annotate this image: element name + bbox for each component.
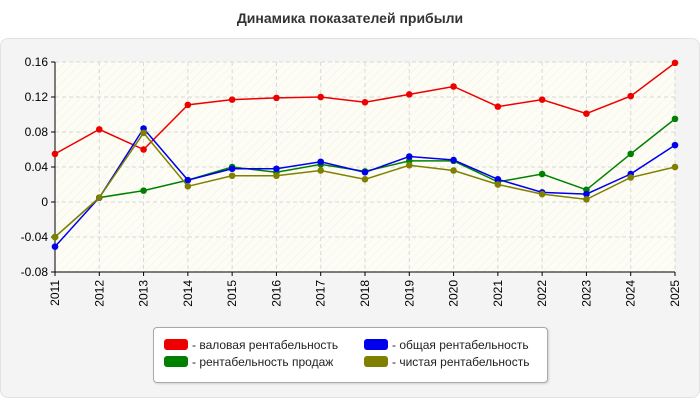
series-point-0 <box>184 101 192 109</box>
series-point-0 <box>95 126 103 133</box>
series-point-0 <box>228 96 236 103</box>
series-point-1 <box>361 168 369 176</box>
series-point-0 <box>450 83 457 90</box>
legend-label-total: - общая рентабельность <box>392 338 529 352</box>
series-point-1 <box>583 190 590 198</box>
x-tick-label: 2011 <box>48 280 62 306</box>
x-tick-label: 2013 <box>137 280 151 307</box>
series-point-0 <box>317 93 325 101</box>
series-point-3 <box>494 181 502 188</box>
series-point-2 <box>671 115 679 123</box>
series-point-1 <box>450 156 457 164</box>
legend-item-gross: - валовая рентабельность <box>164 337 338 353</box>
y-tick-label: 0.12 <box>25 90 49 104</box>
series-point-1 <box>317 158 325 166</box>
series-point-0 <box>361 98 369 106</box>
series-point-3 <box>627 174 635 181</box>
series-point-3 <box>273 172 280 180</box>
series-point-0 <box>494 103 502 110</box>
series-point-3 <box>184 182 192 190</box>
series-point-1 <box>494 175 502 183</box>
x-tick-label: 2024 <box>624 280 638 307</box>
legend-label-sales: - рентабельность продаж <box>192 355 334 369</box>
series-point-3 <box>583 196 590 203</box>
x-tick-label: 2019 <box>402 280 416 307</box>
y-tick-label: -0.08 <box>21 265 49 279</box>
series-point-3 <box>140 129 147 137</box>
legend-item-total: - общая рентабельность <box>364 337 529 353</box>
y-tick-label: -0.04 <box>21 230 49 244</box>
series-point-0 <box>627 92 635 100</box>
y-tick-label: 0.04 <box>25 160 49 174</box>
series-point-3 <box>405 161 413 169</box>
series-point-3 <box>51 233 59 241</box>
series-point-0 <box>671 59 679 67</box>
series-point-1 <box>184 176 192 184</box>
series-point-0 <box>583 110 590 117</box>
x-tick-label: 2023 <box>579 280 593 307</box>
chart-legend: - валовая рентабельность - общая рентабе… <box>153 327 548 383</box>
series-point-1 <box>51 243 59 250</box>
x-tick-label: 2015 <box>225 280 239 307</box>
series-point-2 <box>627 150 635 158</box>
legend-label-net: - чистая рентабельность <box>392 355 530 369</box>
legend-swatch-total <box>364 339 388 350</box>
legend-swatch-sales <box>164 356 188 367</box>
series-point-3 <box>538 190 546 198</box>
series-point-1 <box>405 153 413 160</box>
series-point-0 <box>405 91 413 98</box>
x-tick-label: 2016 <box>269 280 283 307</box>
legend-swatch-gross <box>164 339 188 350</box>
x-tick-label: 2025 <box>668 280 682 307</box>
series-point-2 <box>140 187 147 194</box>
y-tick-label: 0.08 <box>25 125 49 139</box>
y-tick-label: 0 <box>41 195 48 209</box>
y-tick-label: 0.16 <box>25 55 49 69</box>
chart-title: Динамика показателей прибыли <box>236 10 464 26</box>
series-point-3 <box>450 167 457 174</box>
x-tick-label: 2022 <box>535 280 549 307</box>
series-point-3 <box>228 172 236 180</box>
x-tick-label: 2017 <box>314 280 328 307</box>
series-point-0 <box>51 150 59 158</box>
series-point-0 <box>538 96 546 103</box>
x-tick-label: 2014 <box>181 280 195 307</box>
series-point-2 <box>538 170 546 178</box>
series-point-3 <box>95 194 103 201</box>
legend-swatch-net <box>364 356 388 367</box>
x-tick-label: 2012 <box>92 280 106 307</box>
legend-item-sales: - рентабельность продаж <box>164 354 333 370</box>
legend-item-net: - чистая рентабельность <box>364 354 529 370</box>
x-tick-label: 2018 <box>358 280 372 307</box>
series-point-0 <box>140 146 147 153</box>
x-tick-label: 2020 <box>447 280 461 307</box>
series-point-3 <box>317 167 325 174</box>
series-point-1 <box>671 141 679 149</box>
series-point-3 <box>671 163 679 171</box>
x-tick-label: 2021 <box>491 280 505 307</box>
legend-label-gross: - валовая рентабельность <box>192 338 339 352</box>
series-point-1 <box>228 165 236 173</box>
series-point-0 <box>273 94 280 102</box>
series-point-1 <box>273 165 280 173</box>
series-point-3 <box>361 175 369 183</box>
